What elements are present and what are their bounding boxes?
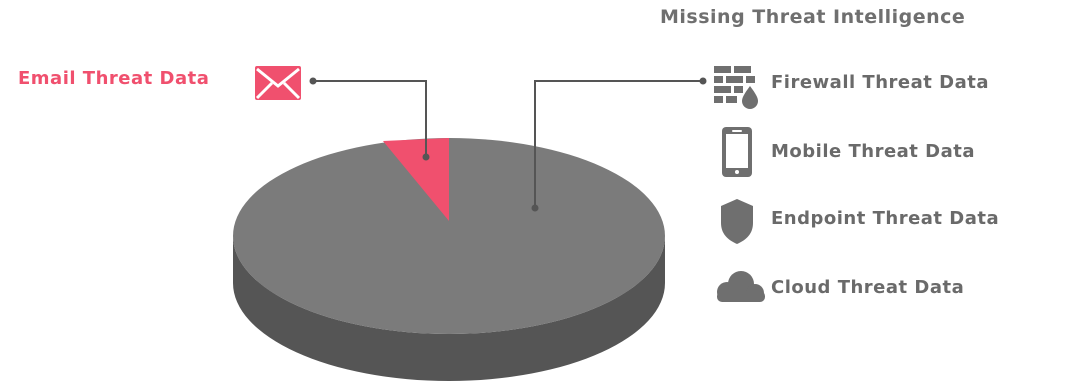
shield-icon xyxy=(721,199,753,244)
cloud-icon xyxy=(717,271,765,302)
email-connector-dot-start xyxy=(309,77,317,85)
firewall-icon xyxy=(714,66,758,109)
email-threat-label: Email Threat Data xyxy=(18,68,210,89)
endpoint-threat-label: Endpoint Threat Data xyxy=(771,208,1000,229)
cloud-threat-label: Cloud Threat Data xyxy=(771,277,965,298)
missing-connector-dot-start xyxy=(699,77,707,85)
pie-top xyxy=(233,138,665,334)
email-connector-line xyxy=(313,80,427,157)
mobile-threat-label: Mobile Threat Data xyxy=(771,141,976,162)
email-slice xyxy=(383,138,449,221)
email-connector-dot-end xyxy=(422,153,430,161)
missing-connector-line xyxy=(534,80,703,208)
mobile-icon xyxy=(722,127,752,177)
diagram-title: Missing Threat Intelligence xyxy=(660,6,966,28)
firewall-threat-label: Firewall Threat Data xyxy=(771,72,989,93)
missing-connector-dot-end xyxy=(531,204,539,212)
pie-side xyxy=(233,236,665,381)
envelope-icon xyxy=(255,66,301,100)
